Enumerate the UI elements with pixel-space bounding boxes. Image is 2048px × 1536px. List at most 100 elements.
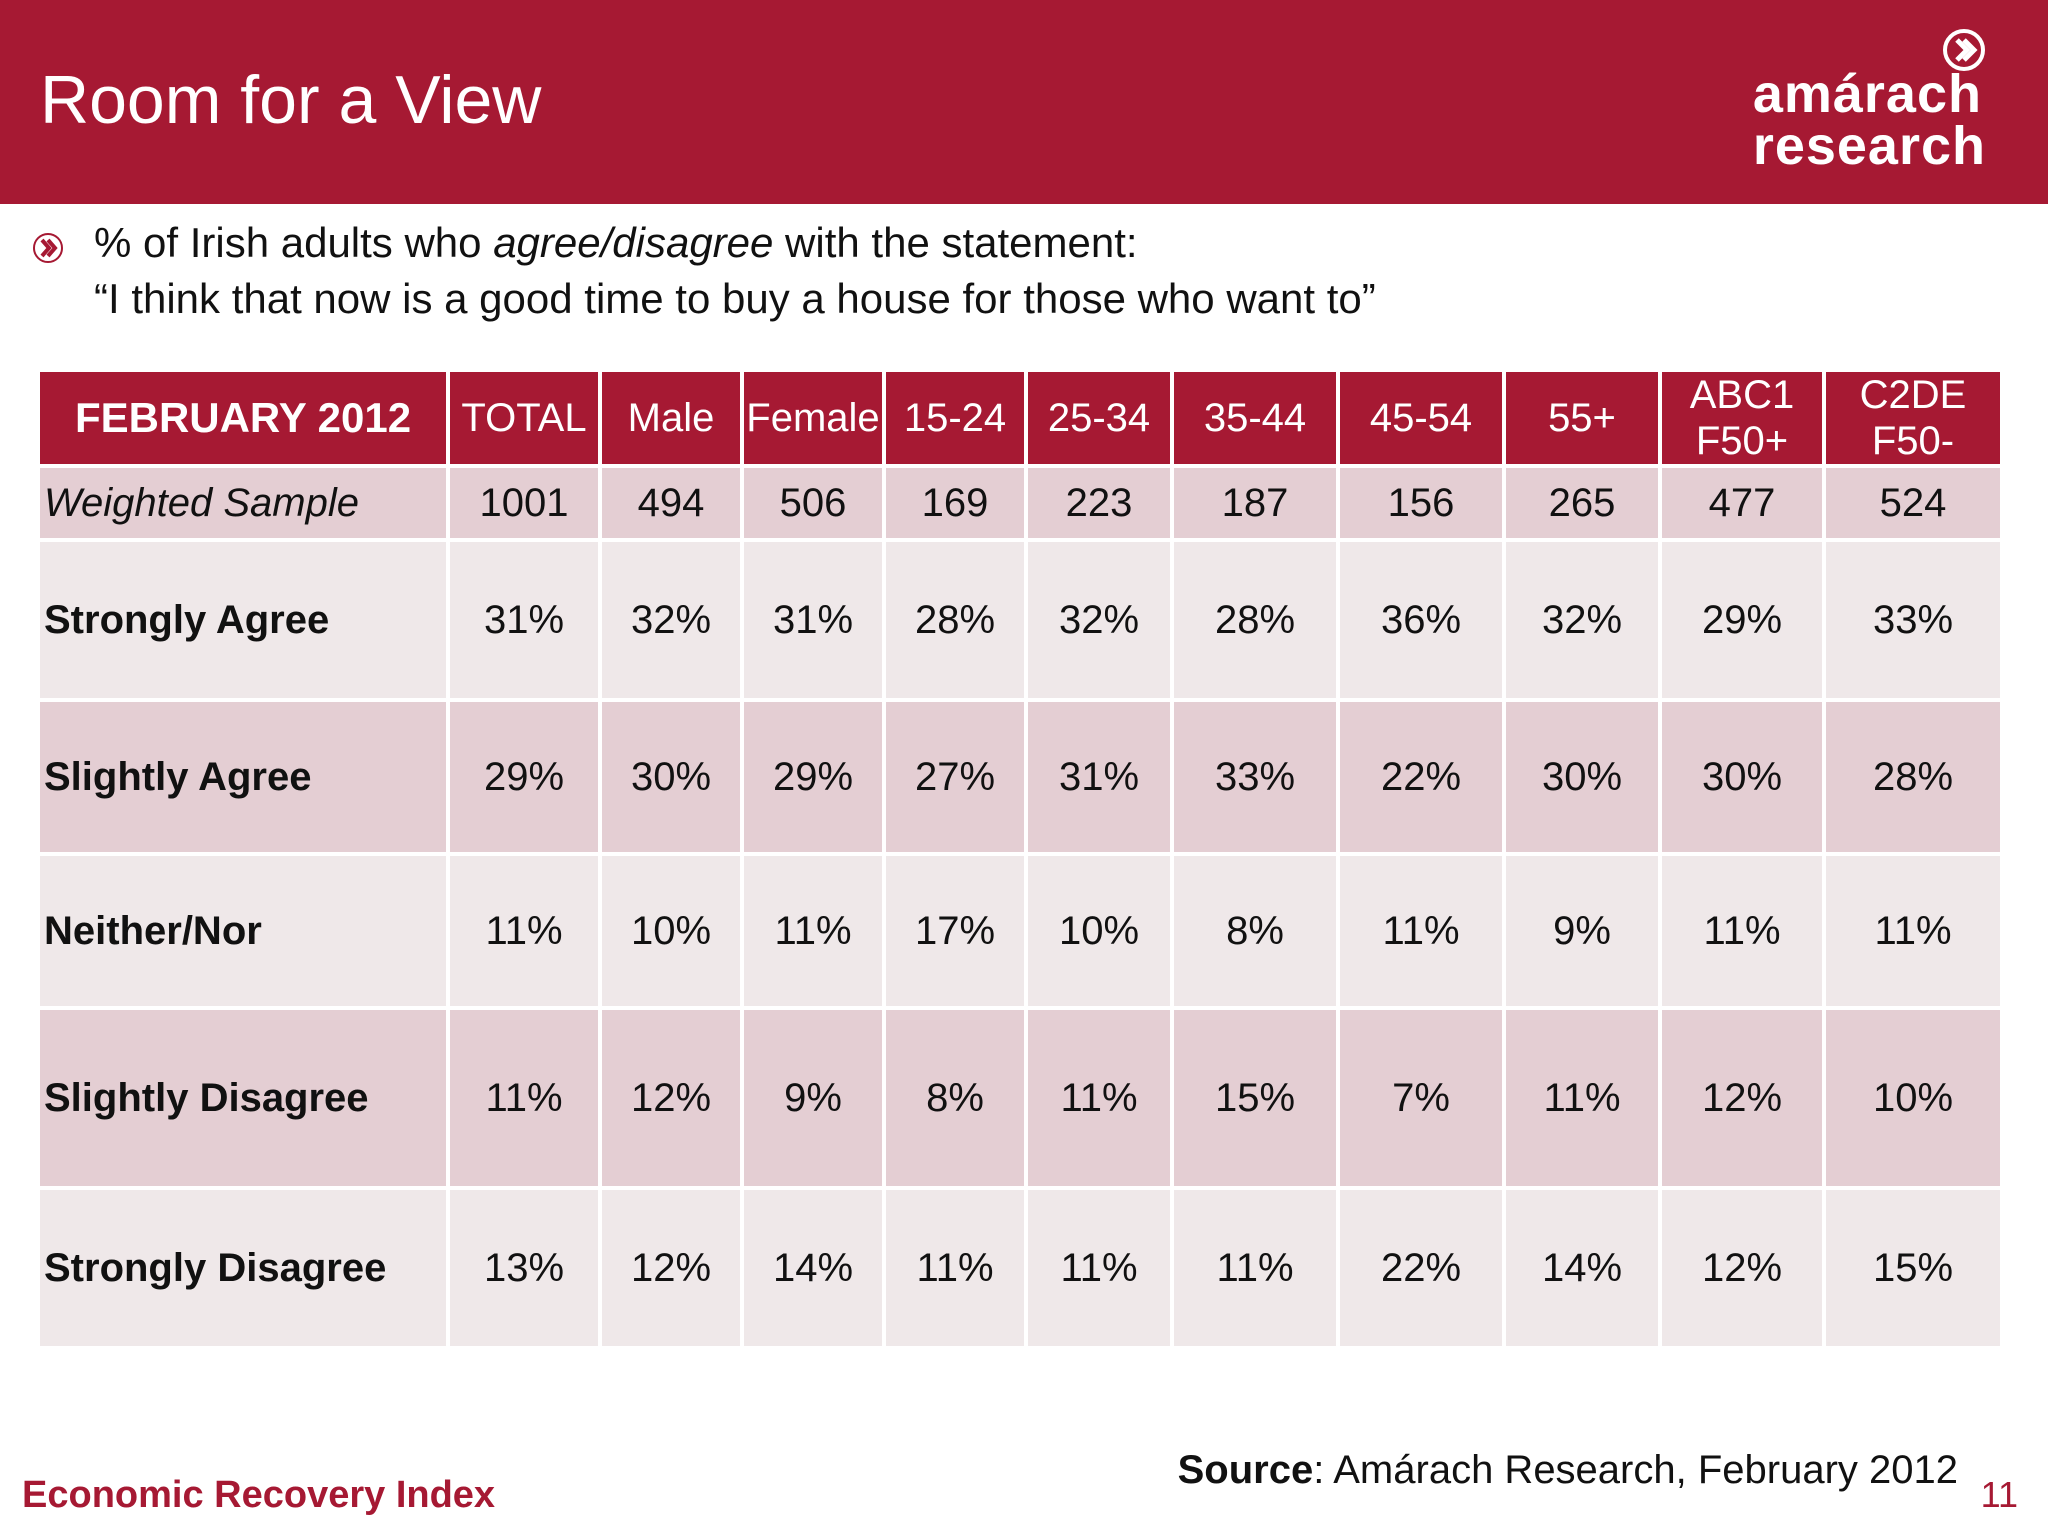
column-header: 55+ xyxy=(1506,372,1658,464)
row-label: Slightly Disagree xyxy=(40,1010,446,1186)
subtitle-question: % of Irish adults who agree/disagree wit… xyxy=(94,222,1138,264)
table-cell: 11% xyxy=(744,856,882,1006)
row-label: Neither/Nor xyxy=(40,856,446,1006)
table-row: Strongly Disagree 13% 12% 14% 11% 11% 11% 22% 14… xyxy=(40,1190,2000,1346)
results-table: FEBRUARY 2012 TOTAL Male Female 15-24 25-34 3… xyxy=(36,368,2004,1350)
table-cell: 11% xyxy=(1028,1190,1170,1346)
table-cell: 8% xyxy=(886,1010,1024,1186)
row-label: Weighted Sample xyxy=(40,468,446,538)
table-cell: 32% xyxy=(602,542,740,698)
column-header: 25-34 xyxy=(1028,372,1170,464)
table-cell: 156 xyxy=(1340,468,1502,538)
table-cell: 477 xyxy=(1662,468,1822,538)
table-cell: 9% xyxy=(744,1010,882,1186)
column-header: ABC1 F50+ xyxy=(1662,372,1822,464)
table-cell: 32% xyxy=(1028,542,1170,698)
table-corner-label: FEBRUARY 2012 xyxy=(40,372,446,464)
table-cell: 31% xyxy=(450,542,598,698)
table-cell: 223 xyxy=(1028,468,1170,538)
table-cell: 169 xyxy=(886,468,1024,538)
table-cell: 11% xyxy=(1506,1010,1658,1186)
table-body: Weighted Sample 1001 494 506 169 223 187 156 265… xyxy=(40,468,2000,1346)
table-cell: 15% xyxy=(1826,1190,2000,1346)
table-cell: 11% xyxy=(450,856,598,1006)
table-cell: 29% xyxy=(450,702,598,852)
chevron-circle-icon xyxy=(33,233,63,263)
table-cell: 11% xyxy=(1662,856,1822,1006)
source-label: Source xyxy=(1177,1448,1314,1492)
amarach-logo: amárach research xyxy=(1726,28,1986,178)
row-label: Strongly Agree xyxy=(40,542,446,698)
table-cell: 187 xyxy=(1174,468,1336,538)
table-cell: 22% xyxy=(1340,1190,1502,1346)
table-cell: 11% xyxy=(450,1010,598,1186)
table-cell: 29% xyxy=(744,702,882,852)
table-cell: 11% xyxy=(1826,856,2000,1006)
source-note: Source: Amárach Research, February 2012 xyxy=(1178,1448,1958,1493)
table-cell: 7% xyxy=(1340,1010,1502,1186)
chevron-circle-icon xyxy=(1943,29,1985,71)
column-header: C2DE F50- xyxy=(1826,372,2000,464)
table-cell: 33% xyxy=(1826,542,2000,698)
logo-wordmark: amárach research xyxy=(1752,64,1986,176)
table-row: Weighted Sample 1001 494 506 169 223 187 156 265… xyxy=(40,468,2000,538)
table-cell: 28% xyxy=(886,542,1024,698)
column-header: Male xyxy=(602,372,740,464)
table-cell: 12% xyxy=(602,1010,740,1186)
table-cell: 28% xyxy=(1826,702,2000,852)
table-cell: 10% xyxy=(1028,856,1170,1006)
table-cell: 12% xyxy=(1662,1010,1822,1186)
table-cell: 11% xyxy=(886,1190,1024,1346)
table-cell: 13% xyxy=(450,1190,598,1346)
table-cell: 12% xyxy=(602,1190,740,1346)
row-label: Strongly Disagree xyxy=(40,1190,446,1346)
footer-title: Economic Recovery Index xyxy=(22,1474,496,1516)
source-text: : Amárach Research, February 2012 xyxy=(1313,1448,1958,1492)
slide-header: Room for a View amárach research xyxy=(0,0,2048,204)
column-header: 45-54 xyxy=(1340,372,1502,464)
table-row: Strongly Agree 31% 32% 31% 28% 32% 28% 36% 32% 29… xyxy=(40,542,2000,698)
table-cell: 33% xyxy=(1174,702,1336,852)
table-row: Slightly Agree 29% 30% 29% 27% 31% 33% 22% 30% 30… xyxy=(40,702,2000,852)
table-cell: 265 xyxy=(1506,468,1658,538)
slide-title: Room for a View xyxy=(40,62,542,138)
table-cell: 506 xyxy=(744,468,882,538)
table-cell: 28% xyxy=(1174,542,1336,698)
table-cell: 29% xyxy=(1662,542,1822,698)
table-cell: 524 xyxy=(1826,468,2000,538)
column-header: 35-44 xyxy=(1174,372,1336,464)
table-cell: 9% xyxy=(1506,856,1658,1006)
table-cell: 32% xyxy=(1506,542,1658,698)
table-cell: 27% xyxy=(886,702,1024,852)
table-cell: 494 xyxy=(602,468,740,538)
page-number: 11 xyxy=(1980,1474,2018,1515)
table-cell: 10% xyxy=(602,856,740,1006)
table-cell: 31% xyxy=(744,542,882,698)
table-cell: 11% xyxy=(1028,1010,1170,1186)
table-cell: 30% xyxy=(602,702,740,852)
table-cell: 36% xyxy=(1340,542,1502,698)
logo-line1: amárach xyxy=(1752,64,1982,124)
subtitle-suffix: with the statement: xyxy=(773,219,1138,266)
logo-line2: research xyxy=(1752,116,1986,176)
table-cell: 30% xyxy=(1506,702,1658,852)
table-cell: 12% xyxy=(1662,1190,1822,1346)
table-cell: 22% xyxy=(1340,702,1502,852)
column-header: Female xyxy=(744,372,882,464)
table-row: Slightly Disagree 11% 12% 9% 8% 11% 15% 7% 11% 12… xyxy=(40,1010,2000,1186)
table-cell: 1001 xyxy=(450,468,598,538)
table-cell: 15% xyxy=(1174,1010,1336,1186)
subtitle-prefix: % of Irish adults who xyxy=(94,219,494,266)
table-cell: 17% xyxy=(886,856,1024,1006)
table-cell: 31% xyxy=(1028,702,1170,852)
table-cell: 14% xyxy=(744,1190,882,1346)
table-cell: 30% xyxy=(1662,702,1822,852)
table-cell: 11% xyxy=(1340,856,1502,1006)
column-header: TOTAL xyxy=(450,372,598,464)
table-cell: 10% xyxy=(1826,1010,2000,1186)
column-header: 15-24 xyxy=(886,372,1024,464)
table-header-row: FEBRUARY 2012 TOTAL Male Female 15-24 25-34 3… xyxy=(40,372,2000,464)
table-cell: 8% xyxy=(1174,856,1336,1006)
row-label: Slightly Agree xyxy=(40,702,446,852)
subtitle-statement: “I think that now is a good time to buy … xyxy=(94,275,1376,322)
